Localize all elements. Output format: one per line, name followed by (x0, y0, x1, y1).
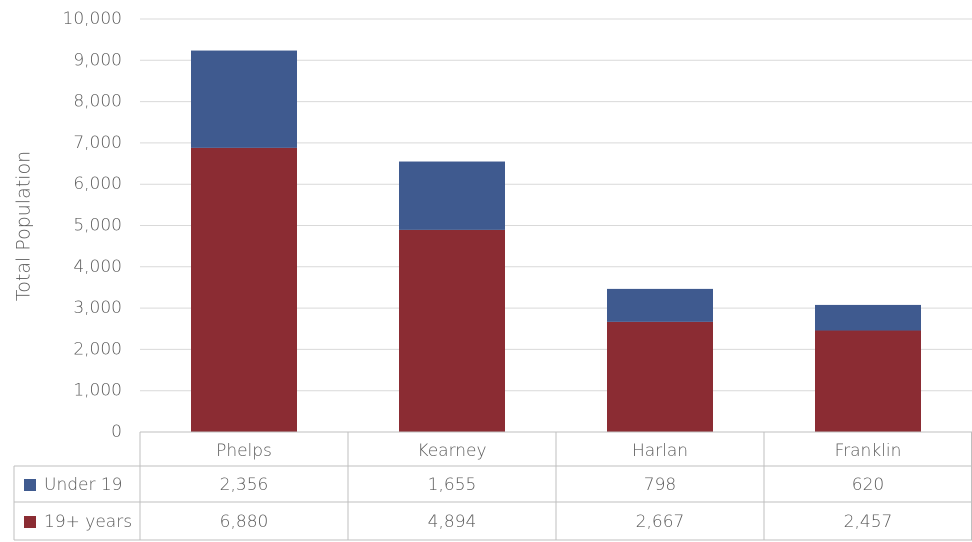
table-value: 2,356 (220, 475, 269, 495)
y-tick-label: 8,000 (73, 92, 122, 112)
bar-segment (815, 330, 921, 432)
bar-segment (399, 229, 505, 432)
x-tick-label: Franklin (835, 441, 902, 461)
legend-swatch (24, 479, 36, 491)
x-tick-label: Harlan (632, 441, 688, 461)
y-tick-label: 1,000 (73, 381, 122, 401)
y-tick-label: 0 (111, 422, 122, 442)
bar-segment (607, 288, 713, 322)
y-tick-label: 2,000 (73, 339, 122, 359)
bar-segment (191, 50, 297, 148)
y-tick-label: 7,000 (73, 133, 122, 153)
y-tick-label: 10,000 (63, 9, 122, 29)
x-tick-label: Kearney (417, 441, 486, 461)
legend-swatch (24, 516, 36, 528)
legend-label: 19+ years (44, 512, 132, 532)
y-tick-label: 5,000 (73, 216, 122, 236)
y-tick-label: 4,000 (73, 257, 122, 277)
x-tick-label: Phelps (216, 441, 272, 461)
table-value: 620 (852, 475, 884, 495)
y-tick-label: 6,000 (73, 174, 122, 194)
table-value: 2,457 (844, 512, 893, 532)
y-tick-label: 3,000 (73, 298, 122, 318)
table-value: 1,655 (428, 475, 477, 495)
bar-segment (191, 147, 297, 432)
table-value: 6,880 (220, 512, 269, 532)
table-value: 4,894 (428, 512, 477, 532)
y-axis-label: Total Population (13, 151, 35, 301)
table-value: 798 (644, 475, 676, 495)
table-value: 2,667 (636, 512, 685, 532)
bar-segment (815, 304, 921, 331)
legend-label: Under 19 (44, 475, 123, 495)
bar-segment (399, 161, 505, 230)
y-tick-label: 9,000 (73, 50, 122, 70)
bar-segment (607, 321, 713, 432)
